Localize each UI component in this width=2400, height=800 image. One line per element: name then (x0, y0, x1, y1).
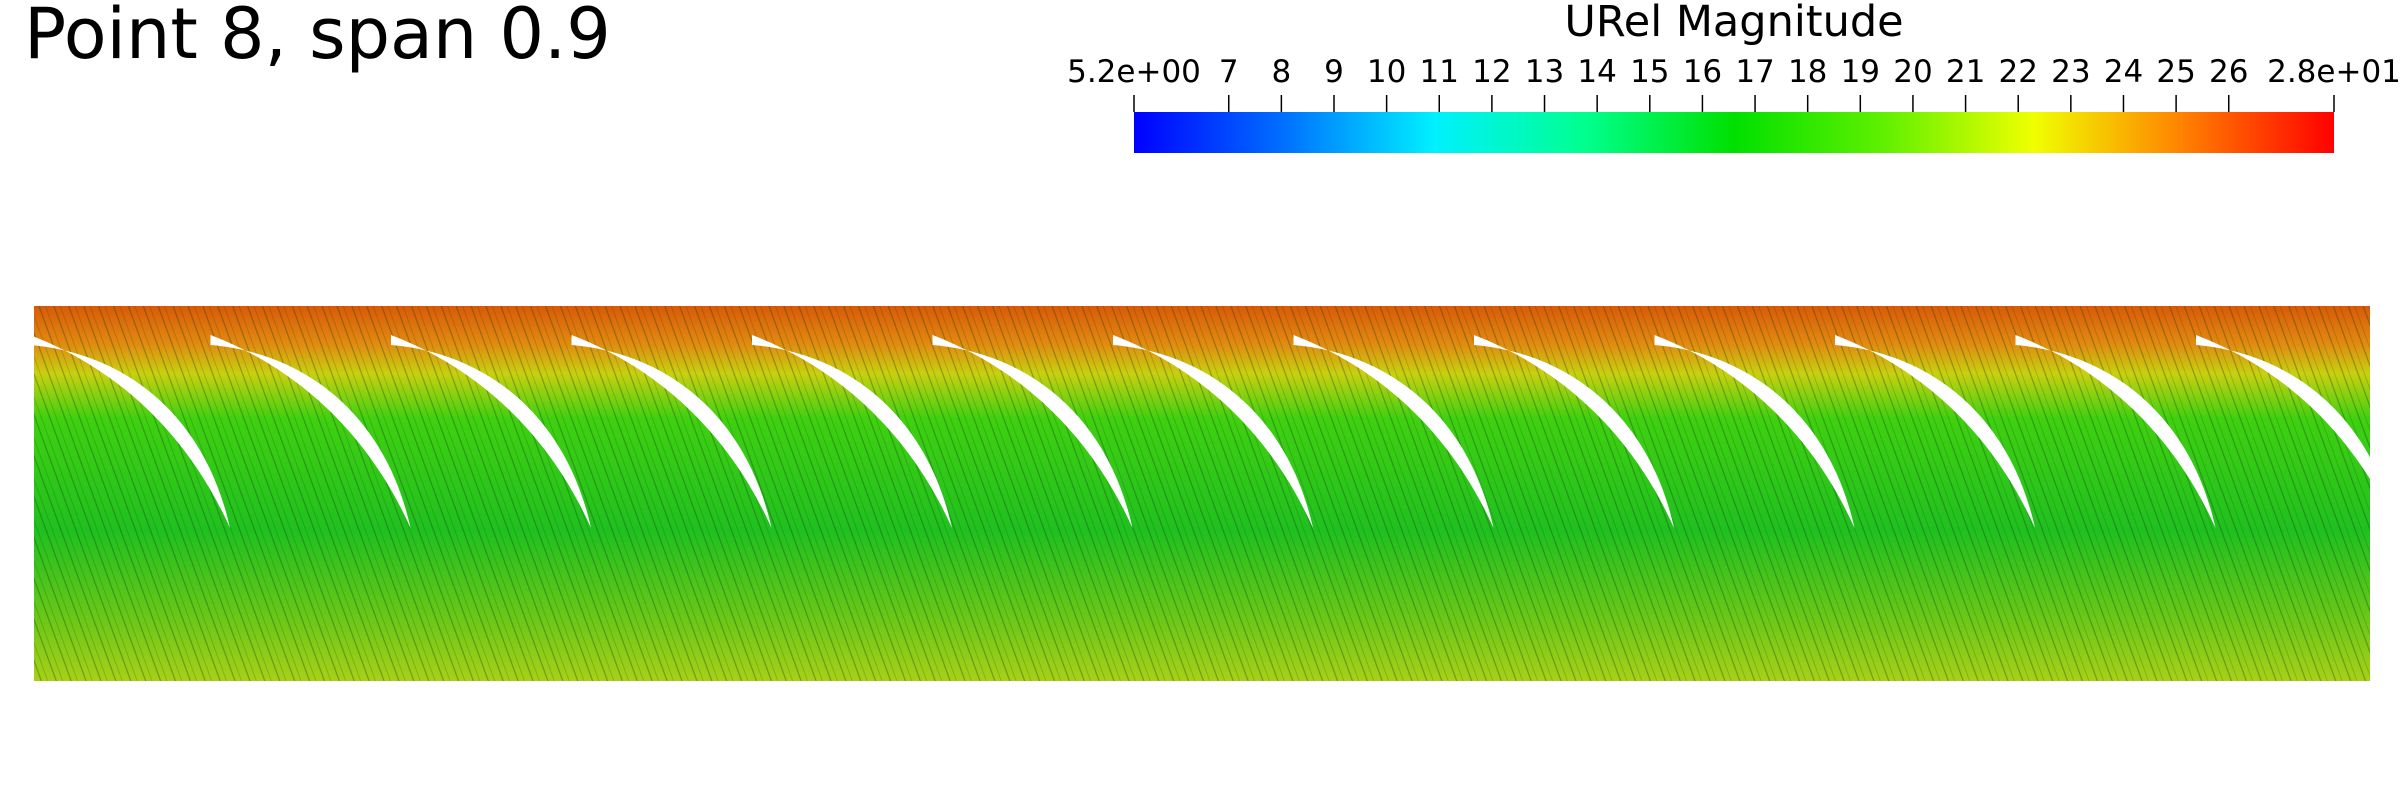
tick-label: 16 (1683, 54, 1722, 90)
tick-label: 24 (2104, 54, 2143, 90)
colorbar-title: URel Magnitude (1564, 0, 1903, 47)
tick-label: 20 (1893, 54, 1932, 90)
tick-label: 2.8e+01 (2267, 54, 2400, 90)
tick-label: 12 (1472, 54, 1511, 90)
tick-label: 7 (1219, 54, 1239, 90)
tick-label: 22 (1998, 54, 2037, 90)
colorbar (1134, 112, 2334, 153)
tick-label: 18 (1788, 54, 1827, 90)
tick-label: 26 (2209, 54, 2248, 90)
tick-label: 19 (1841, 54, 1880, 90)
plot-title: Point 8, span 0.9 (24, 0, 611, 75)
tick-label: 25 (2156, 54, 2195, 90)
tick-label: 9 (1324, 54, 1344, 90)
tick-label: 11 (1420, 54, 1459, 90)
tick-label: 14 (1577, 54, 1616, 90)
tick-label: 21 (1946, 54, 1985, 90)
tick-label: 15 (1630, 54, 1669, 90)
flow-field (34, 306, 2370, 681)
streamlines (34, 306, 2370, 681)
tick-label: 13 (1525, 54, 1564, 90)
tick-label: 8 (1272, 54, 1292, 90)
tick-label: 23 (2051, 54, 2090, 90)
tick-label: 10 (1367, 54, 1406, 90)
tick-label: 17 (1735, 54, 1774, 90)
tick-label: 5.2e+00 (1067, 54, 1201, 90)
